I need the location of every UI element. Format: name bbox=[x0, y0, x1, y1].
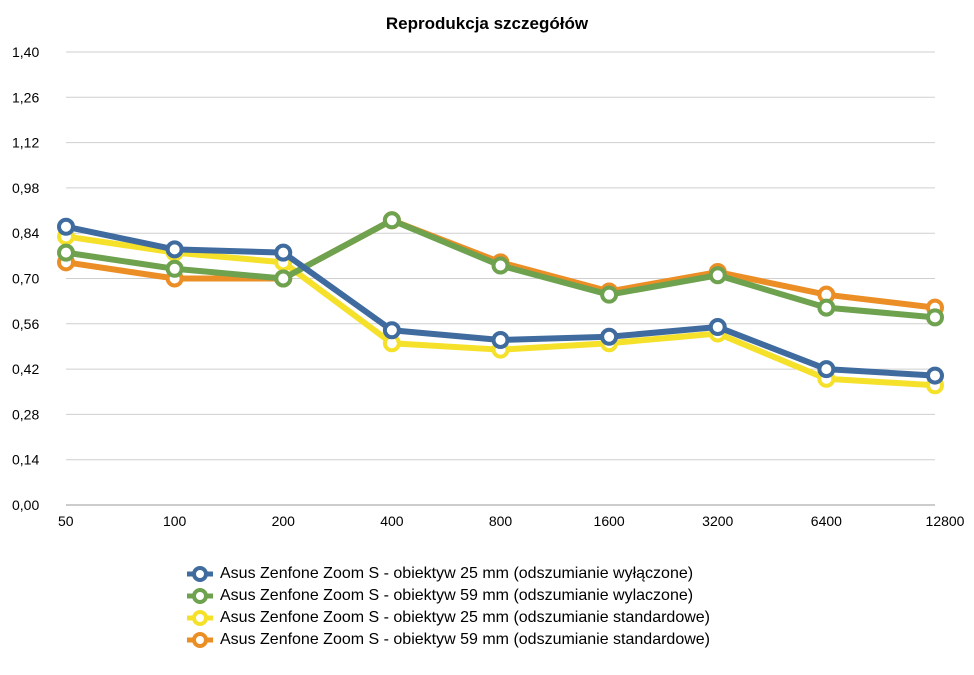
x-tick-label: 1600 bbox=[594, 513, 625, 529]
legend: Asus Zenfone Zoom S - obiektyw 25 mm (od… bbox=[185, 563, 710, 651]
data-point bbox=[708, 318, 727, 337]
legend-item: Asus Zenfone Zoom S - obiektyw 59 mm (od… bbox=[185, 585, 710, 607]
data-point bbox=[491, 256, 510, 275]
data-point bbox=[382, 211, 401, 230]
data-point bbox=[165, 259, 184, 278]
data-point bbox=[926, 308, 944, 327]
data-point bbox=[57, 243, 75, 262]
y-tick-label: 0,14 bbox=[12, 452, 39, 468]
x-tick-label: 6400 bbox=[811, 513, 842, 529]
y-tick-label: 0,84 bbox=[12, 225, 39, 241]
y-tick-label: 0,28 bbox=[12, 406, 39, 422]
y-tick-label: 0,56 bbox=[12, 316, 39, 332]
series-layer bbox=[57, 211, 944, 395]
data-point bbox=[817, 298, 836, 317]
legend-swatch bbox=[187, 610, 213, 626]
legend-item: Asus Zenfone Zoom S - obiektyw 59 mm (od… bbox=[185, 629, 710, 651]
legend-swatch-marker bbox=[192, 610, 208, 626]
y-tick-label: 0,98 bbox=[12, 180, 39, 196]
legend-label: Asus Zenfone Zoom S - obiektyw 25 mm (od… bbox=[220, 565, 694, 582]
y-tick-label: 0,70 bbox=[12, 271, 39, 287]
gridlines bbox=[66, 51, 935, 506]
legend-swatch bbox=[187, 588, 213, 604]
x-tick-label: 3200 bbox=[702, 513, 733, 529]
data-point bbox=[600, 327, 619, 346]
x-tick-label: 100 bbox=[163, 513, 187, 529]
legend-label: Asus Zenfone Zoom S - obiektyw 59 mm (od… bbox=[220, 587, 694, 604]
y-tick-label: 1,26 bbox=[12, 89, 39, 105]
data-point bbox=[165, 240, 184, 259]
data-point bbox=[926, 366, 944, 385]
x-tick-label: 400 bbox=[380, 513, 404, 529]
line-chart: 0,00 0,14 0,28 0,42 0,56 0,70 0,84 0,98 1,12 1,26… bbox=[12, 44, 965, 529]
data-point bbox=[382, 321, 401, 340]
data-point bbox=[817, 360, 836, 379]
data-point bbox=[274, 243, 293, 262]
legend-swatch-marker bbox=[192, 566, 208, 582]
x-axis: 50 100 200 400 800 1600 3200 6400 12800 bbox=[58, 513, 965, 529]
y-tick-label: 0,42 bbox=[12, 361, 39, 377]
chart-title: Reprodukcja szczegółów bbox=[385, 14, 589, 33]
x-tick-label: 800 bbox=[489, 513, 513, 529]
x-tick-label: 200 bbox=[272, 513, 296, 529]
x-tick-label: 50 bbox=[58, 513, 74, 529]
y-tick-label: 1,40 bbox=[12, 44, 39, 60]
data-point bbox=[57, 217, 75, 236]
legend-item: Asus Zenfone Zoom S - obiektyw 25 mm (od… bbox=[185, 563, 710, 585]
data-point bbox=[600, 285, 619, 304]
data-point bbox=[491, 330, 510, 349]
data-point bbox=[274, 269, 293, 288]
legend-label: Asus Zenfone Zoom S - obiektyw 25 mm (od… bbox=[220, 609, 710, 626]
data-point bbox=[708, 266, 727, 285]
y-tick-label: 1,12 bbox=[12, 135, 39, 151]
legend-item: Asus Zenfone Zoom S - obiektyw 25 mm (od… bbox=[185, 607, 710, 629]
legend-label: Asus Zenfone Zoom S - obiektyw 59 mm (od… bbox=[220, 631, 710, 648]
series-1 bbox=[57, 217, 944, 385]
y-axis: 0,00 0,14 0,28 0,42 0,56 0,70 0,84 0,98 1,12 1,26… bbox=[12, 44, 39, 513]
series-2 bbox=[57, 211, 944, 327]
x-tick-label: 12800 bbox=[926, 513, 965, 529]
y-tick-label: 0,00 bbox=[12, 497, 39, 513]
legend-swatch bbox=[187, 566, 213, 582]
legend-swatch-marker bbox=[192, 588, 208, 604]
legend-swatch-marker bbox=[192, 632, 208, 648]
legend-swatch bbox=[187, 632, 213, 648]
